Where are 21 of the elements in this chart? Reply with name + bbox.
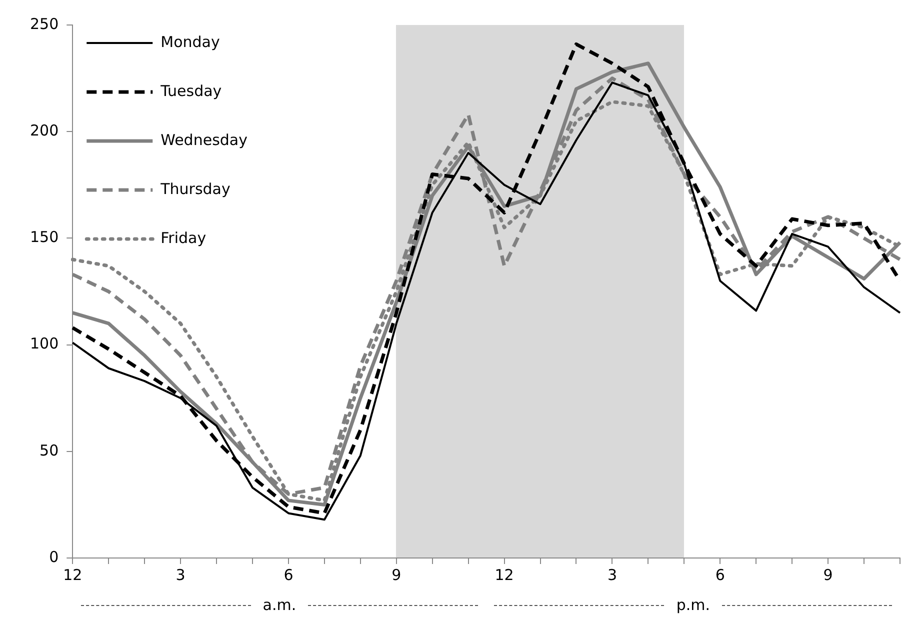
text: p.m. [676, 596, 710, 614]
x-tick-label: 3 [176, 566, 186, 584]
y-tick-label: 50 [40, 441, 59, 460]
x-tick-label: 3 [607, 566, 617, 584]
text: a.m. [262, 596, 296, 614]
x-tick-label: 12 [63, 566, 82, 584]
x-tick-label: 6 [284, 566, 294, 584]
x-tick-label: 9 [392, 566, 402, 584]
legend-label: Thursday [160, 180, 230, 198]
y-tick-label: 250 [30, 14, 59, 33]
x-tick-label: 12 [494, 566, 514, 584]
y-tick-label: 100 [30, 334, 59, 353]
x-tick-label: 9 [823, 566, 833, 584]
y-tick-label: 150 [30, 228, 59, 246]
x-tick-label: 6 [715, 566, 725, 584]
y-tick-label: 0 [49, 548, 59, 566]
legend-label: Tuesday [160, 82, 222, 100]
legend-label: Wednesday [160, 130, 248, 149]
legend-label: Monday [160, 32, 220, 51]
y-tick-label: 200 [30, 121, 59, 140]
legend-label: Friday [160, 228, 206, 247]
